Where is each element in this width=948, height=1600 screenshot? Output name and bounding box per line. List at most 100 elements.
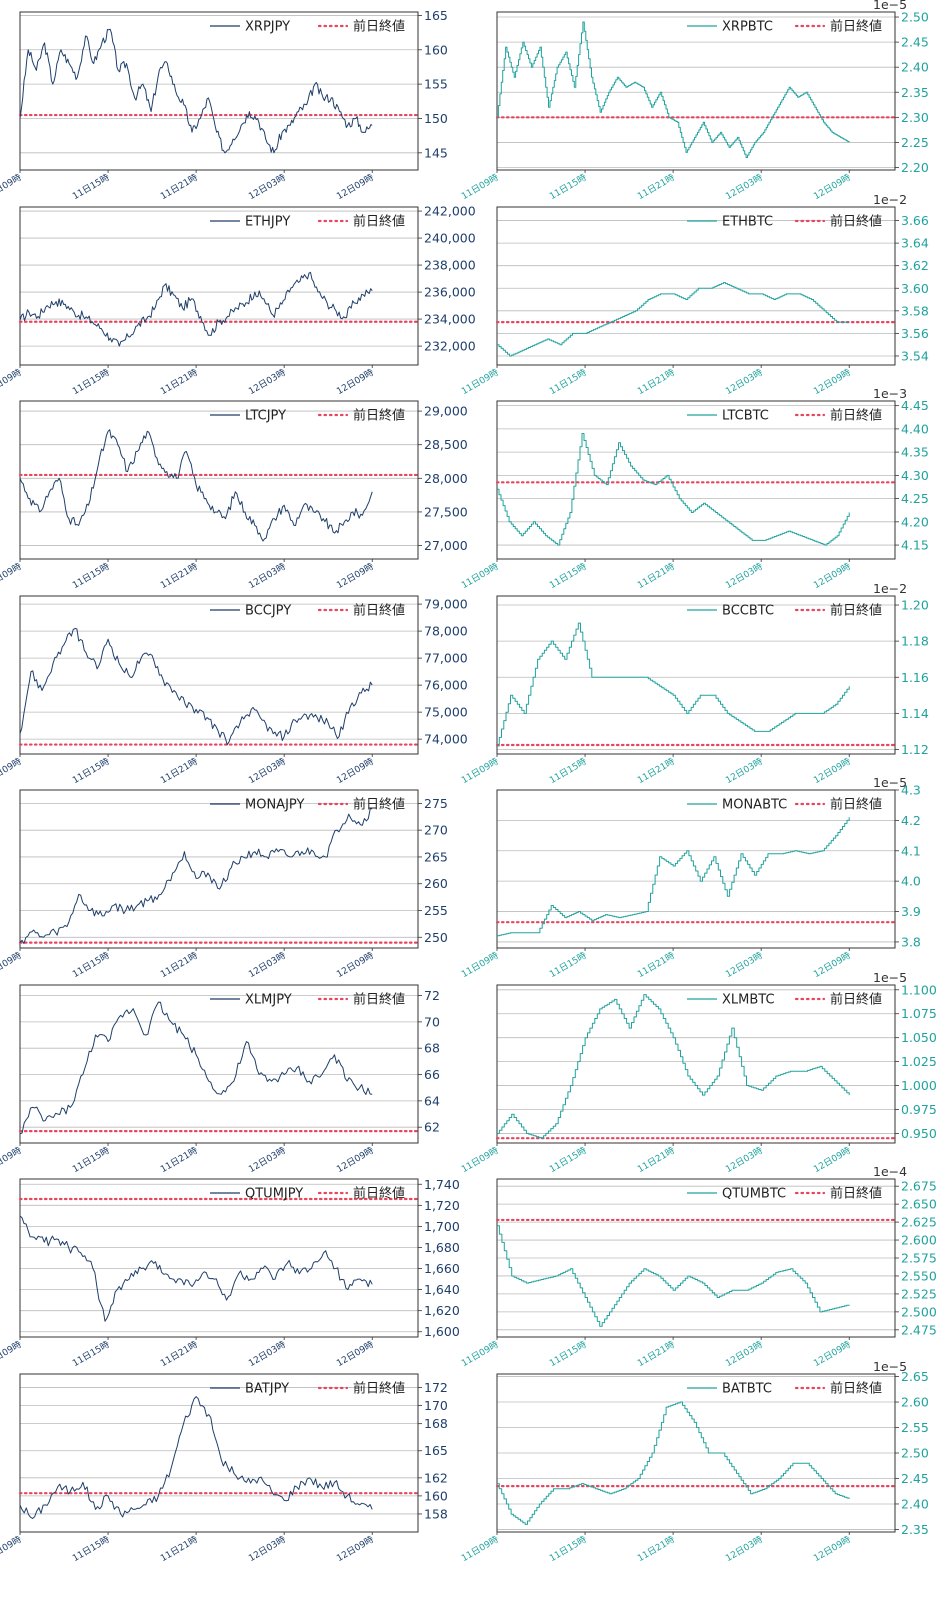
bccbtc-series-line bbox=[497, 622, 850, 746]
legend-series-label: BCCBTC bbox=[722, 603, 774, 618]
offset-label: 1e−2 bbox=[873, 192, 907, 207]
x-tick-label: 11日15時 bbox=[548, 367, 589, 397]
y-tick-label: 165 bbox=[424, 1443, 448, 1458]
y-tick-label: 1.20 bbox=[901, 597, 929, 612]
offset-label: 1e−3 bbox=[873, 386, 907, 401]
legend: XRPBTC 前日終値 bbox=[687, 19, 882, 35]
x-tick-label: 11日15時 bbox=[548, 172, 589, 202]
y-tick-label: 270 bbox=[424, 823, 448, 838]
y-tick-label: 70 bbox=[424, 1014, 440, 1029]
y-tick-label: 0.950 bbox=[901, 1125, 937, 1140]
y-tick-label: 4.35 bbox=[901, 445, 929, 460]
x-tick-label: 11日15時 bbox=[548, 756, 589, 786]
legend: BCCJPY 前日終値 bbox=[210, 602, 405, 618]
plot-frame bbox=[19, 984, 419, 1143]
x-tick-label: 11日21時 bbox=[636, 950, 677, 980]
y-tick-label: 74,000 bbox=[424, 731, 468, 746]
ltcjpy-series-line bbox=[19, 429, 373, 542]
y-tick-label: 170 bbox=[424, 1398, 448, 1413]
legend-series-label: MONAJPY bbox=[245, 798, 304, 813]
y-tick-label: 2.40 bbox=[901, 60, 929, 75]
y-tick-label: 1.000 bbox=[901, 1078, 937, 1093]
x-tick-label: 12日09時 bbox=[335, 756, 376, 786]
legend: QTUMJPY 前日終値 bbox=[210, 1186, 405, 1202]
plot-frame bbox=[496, 11, 896, 171]
legend: QTUMBTC 前日終値 bbox=[687, 1186, 882, 1202]
plot-frame bbox=[496, 984, 896, 1143]
batjpy-series-line bbox=[19, 1395, 373, 1519]
legend: MONABTC 前日終値 bbox=[687, 797, 882, 813]
x-tick-label: 11日21時 bbox=[159, 561, 200, 591]
legend-reference-label: 前日終値 bbox=[353, 1380, 405, 1396]
y-tick-label: 1,640 bbox=[424, 1282, 460, 1297]
qtumbtc-chart: 2.475 2.500 2.525 2.550 2.575 2.600 2.625 2.650… bbox=[460, 1164, 937, 1369]
y-tick-label: 1,740 bbox=[424, 1177, 460, 1192]
x-tick-label: 12日03時 bbox=[724, 950, 765, 980]
x-tick-label: 12日03時 bbox=[247, 1145, 288, 1175]
y-tick-label: 2.525 bbox=[901, 1286, 937, 1301]
plot-frame bbox=[19, 400, 419, 560]
y-tick-label: 3.60 bbox=[901, 280, 929, 295]
y-tick-label: 0.975 bbox=[901, 1101, 937, 1116]
y-tick-label: 2.550 bbox=[901, 1268, 937, 1283]
y-tick-label: 27,000 bbox=[424, 538, 468, 553]
legend-reference-label: 前日終値 bbox=[353, 1186, 405, 1202]
legend-reference-label: 前日終値 bbox=[830, 602, 882, 618]
x-tick-label: 11日09時 bbox=[0, 756, 24, 786]
plot-frame bbox=[496, 789, 896, 949]
y-tick-label: 3.58 bbox=[901, 303, 929, 318]
x-tick-label: 11日09時 bbox=[0, 172, 24, 202]
y-tick-label: 72 bbox=[424, 988, 440, 1003]
x-tick-label: 11日15時 bbox=[548, 950, 589, 980]
y-tick-label: 240,000 bbox=[424, 230, 476, 245]
x-tick-label: 11日15時 bbox=[71, 756, 112, 786]
y-tick-label: 3.9 bbox=[901, 904, 921, 919]
y-tick-label: 4.2 bbox=[901, 813, 921, 828]
legend-series-label: LTCJPY bbox=[245, 409, 286, 424]
legend-reference-label: 前日終値 bbox=[830, 408, 882, 424]
qtumbtc-series-line bbox=[497, 1225, 850, 1327]
x-tick-label: 11日21時 bbox=[636, 367, 677, 397]
plot-frame bbox=[19, 11, 419, 171]
monajpy-series-line bbox=[19, 808, 373, 944]
y-tick-label: 2.625 bbox=[901, 1215, 937, 1230]
y-tick-label: 2.40 bbox=[901, 1496, 929, 1511]
legend: XLMJPY 前日終値 bbox=[210, 991, 405, 1007]
plot-frame bbox=[19, 206, 419, 365]
y-tick-label: 1.025 bbox=[901, 1054, 937, 1069]
y-tick-label: 238,000 bbox=[424, 257, 476, 272]
legend: LTCJPY 前日終値 bbox=[210, 408, 405, 424]
y-tick-label: 168 bbox=[424, 1416, 448, 1431]
x-tick-label: 11日15時 bbox=[71, 950, 112, 980]
x-tick-label: 12日09時 bbox=[335, 1534, 376, 1564]
legend-series-label: XLMJPY bbox=[245, 992, 292, 1007]
legend-reference-label: 前日終値 bbox=[830, 797, 882, 813]
y-tick-label: 3.66 bbox=[901, 213, 929, 228]
x-tick-label: 11日15時 bbox=[71, 367, 112, 397]
y-tick-label: 2.65 bbox=[901, 1369, 929, 1384]
x-tick-label: 11日09時 bbox=[0, 1339, 24, 1369]
y-tick-label: 4.25 bbox=[901, 491, 929, 506]
x-tick-label: 11日15時 bbox=[71, 1339, 112, 1369]
y-tick-label: 1,680 bbox=[424, 1240, 460, 1255]
qtumjpy-chart: 1,600 1,620 1,640 1,660 1,680 1,700 1,720 1,740… bbox=[0, 1177, 460, 1369]
x-tick-label: 11日21時 bbox=[159, 950, 200, 980]
xlmjpy-chart: 62 64 66 68 70 72 11日09時 11日15時 11日21時 12日03時 12日0… bbox=[0, 984, 440, 1175]
x-tick-label: 12日09時 bbox=[335, 1339, 376, 1369]
legend-series-label: XRPBTC bbox=[722, 20, 773, 35]
y-tick-label: 160 bbox=[424, 42, 448, 57]
x-tick-label: 12日09時 bbox=[812, 1145, 853, 1175]
legend-reference-label: 前日終値 bbox=[830, 213, 882, 229]
y-tick-label: 160 bbox=[424, 1488, 448, 1503]
x-tick-label: 12日09時 bbox=[812, 561, 853, 591]
x-tick-label: 11日15時 bbox=[71, 1534, 112, 1564]
y-tick-label: 172 bbox=[424, 1380, 448, 1395]
x-tick-label: 11日21時 bbox=[159, 367, 200, 397]
ltcbtc-series-line bbox=[497, 433, 850, 546]
legend-series-label: QTUMBTC bbox=[722, 1187, 786, 1202]
y-tick-label: 4.45 bbox=[901, 398, 929, 413]
y-tick-label: 1.075 bbox=[901, 1006, 937, 1021]
